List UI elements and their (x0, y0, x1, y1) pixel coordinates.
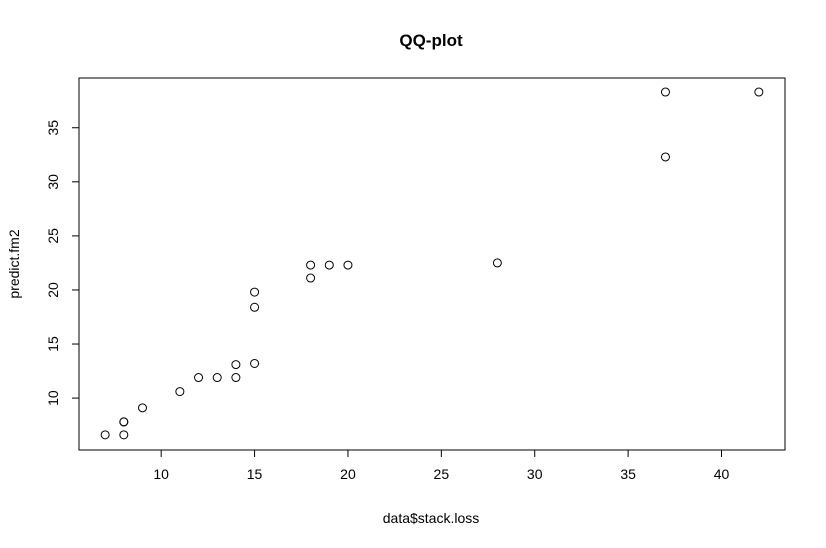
data-point (250, 287, 260, 297)
y-tick-label: 10 (45, 390, 61, 406)
data-point (343, 260, 353, 270)
chart-title: QQ-plot (399, 31, 463, 50)
data-point (194, 373, 204, 383)
y-tick-label: 25 (45, 228, 61, 244)
y-axis: 10 15 20 25 30 35 (45, 120, 80, 406)
data-point (119, 417, 129, 427)
plot-box (78, 77, 786, 451)
x-tick-label: 20 (340, 466, 356, 482)
y-tick-label: 15 (45, 336, 61, 352)
x-tick-label: 35 (620, 466, 636, 482)
data-point (119, 430, 129, 440)
x-axis-title: data$stack.loss (383, 510, 480, 526)
y-tick-label: 35 (45, 120, 61, 136)
data-point (324, 260, 334, 270)
data-point (250, 358, 260, 368)
data-point (231, 360, 241, 370)
y-tick-label: 30 (45, 174, 61, 190)
data-point (231, 373, 241, 383)
x-tick-label: 30 (527, 466, 543, 482)
x-tick-label: 40 (714, 466, 730, 482)
data-point (250, 302, 260, 312)
data-point (306, 260, 316, 270)
data-point (138, 403, 148, 413)
data-point (306, 273, 316, 283)
y-axis-title: predict.fm2 (6, 229, 22, 298)
data-point (754, 87, 764, 97)
data-point (660, 87, 670, 97)
data-point (212, 373, 222, 383)
data-point (175, 387, 185, 397)
x-tick-label: 25 (434, 466, 450, 482)
data-point (660, 152, 670, 162)
x-axis: 10 15 20 25 30 35 40 (153, 449, 730, 482)
data-point (492, 258, 502, 268)
x-tick-label: 15 (247, 466, 263, 482)
y-tick-label: 20 (45, 282, 61, 298)
data-point (100, 430, 110, 440)
data-points (100, 87, 764, 440)
x-tick-label: 10 (153, 466, 169, 482)
